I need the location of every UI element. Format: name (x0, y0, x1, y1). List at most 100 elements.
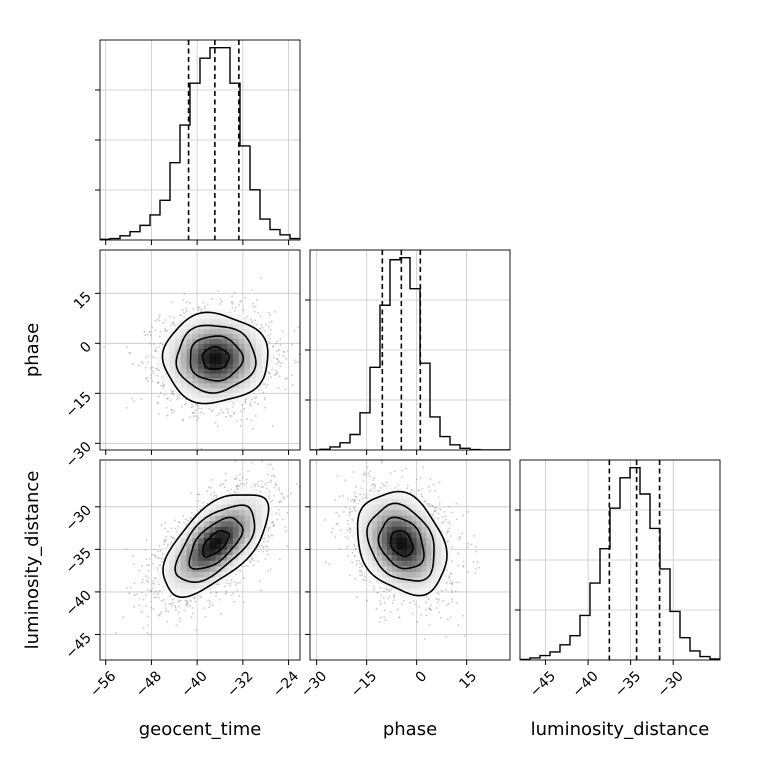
scatter-point (238, 304, 240, 306)
density-cell (221, 402, 228, 408)
scatter-point (209, 600, 211, 603)
scatter-point (164, 527, 166, 530)
scatter-point (270, 534, 273, 536)
scatter-point (269, 481, 272, 484)
scatter-point (176, 398, 179, 401)
scatter-point (270, 474, 273, 477)
scatter-point (154, 329, 157, 332)
scatter-point (211, 498, 214, 501)
scatter-point (146, 333, 149, 336)
scatter-point (158, 589, 161, 592)
scatter-point (172, 321, 175, 324)
scatter-point (151, 326, 154, 329)
density-cell (238, 397, 245, 403)
scatter-point (296, 483, 298, 485)
density-cell (163, 377, 170, 384)
scatter-point (204, 305, 206, 308)
scatter-point (202, 607, 205, 610)
scatter-point (258, 545, 261, 548)
scatter-point (282, 355, 285, 357)
scatter-point (243, 408, 246, 410)
scatter-point (268, 495, 270, 497)
scatter-point (267, 463, 270, 466)
scatter-point (133, 582, 136, 585)
scatter-point (259, 314, 262, 317)
scatter-point (257, 560, 260, 563)
scatter-point (251, 320, 254, 323)
scatter-point (145, 579, 148, 582)
scatter-point (271, 467, 274, 470)
scatter-point (143, 330, 146, 333)
scatter-point (279, 365, 282, 368)
scatter-point (228, 415, 231, 417)
scatter-point (240, 300, 243, 302)
joint-panel-geocent_time-phase (99, 249, 301, 451)
scatter-point (175, 624, 178, 627)
scatter-point (243, 576, 245, 579)
scatter-point (162, 384, 165, 387)
scatter-point (225, 415, 227, 418)
scatter-point (252, 302, 255, 305)
scatter-point (245, 565, 247, 567)
scatter-point (158, 319, 160, 322)
scatter-point (154, 577, 157, 580)
scatter-point (146, 631, 149, 634)
scatter-point (158, 335, 161, 338)
scatter-point (140, 609, 143, 612)
scatter-point (267, 311, 270, 314)
scatter-point (268, 337, 271, 340)
scatter-point (245, 478, 248, 481)
scatter-point (150, 376, 153, 379)
scatter-point (253, 483, 256, 485)
scatter-point (231, 301, 234, 304)
scatter-point (158, 596, 160, 599)
scatter-point (160, 611, 163, 613)
scatter-point (216, 425, 219, 428)
scatter-point (220, 408, 223, 411)
scatter-point (268, 325, 270, 328)
scatter-point (297, 360, 300, 363)
scatter-point (196, 419, 199, 422)
scatter-point (294, 361, 297, 364)
joint-panel-geocent_time-luminosity_distance (99, 459, 307, 661)
scatter-point (264, 398, 266, 401)
scatter-point (149, 334, 152, 337)
scatter-point (264, 557, 267, 560)
scatter-point (286, 495, 289, 498)
scatter-point (213, 491, 216, 493)
scatter-point (166, 414, 169, 417)
scatter-point (256, 483, 259, 485)
scatter-point (257, 485, 260, 488)
scatter-point (305, 482, 307, 484)
scatter-point (273, 373, 276, 376)
scatter-point (167, 610, 170, 613)
scatter-point (277, 487, 280, 489)
scatter-point (293, 330, 296, 332)
density-cell (238, 314, 245, 320)
scatter-point (251, 289, 253, 291)
scatter-point (256, 299, 258, 301)
scatter-point (178, 605, 181, 608)
scatter-point (254, 401, 256, 404)
scatter-point (235, 306, 237, 309)
scatter-point (259, 490, 262, 493)
scatter-point (200, 310, 202, 313)
scatter-point (165, 535, 167, 538)
scatter-point (177, 601, 179, 603)
scatter-point (197, 306, 199, 308)
scatter-point (131, 363, 134, 365)
scatter-point (234, 584, 237, 586)
scatter-point (276, 357, 279, 360)
scatter-point (144, 593, 147, 596)
histogram-phase (310, 256, 510, 450)
scatter-point (173, 410, 176, 412)
scatter-point (277, 360, 280, 362)
scatter-point (284, 388, 287, 391)
scatter-point (272, 345, 275, 348)
scatter-point (230, 594, 233, 597)
scatter-point (183, 403, 186, 406)
scatter-point (247, 470, 249, 473)
scatter-point (286, 545, 289, 548)
scatter-point (244, 401, 247, 403)
scatter-point (190, 600, 192, 603)
